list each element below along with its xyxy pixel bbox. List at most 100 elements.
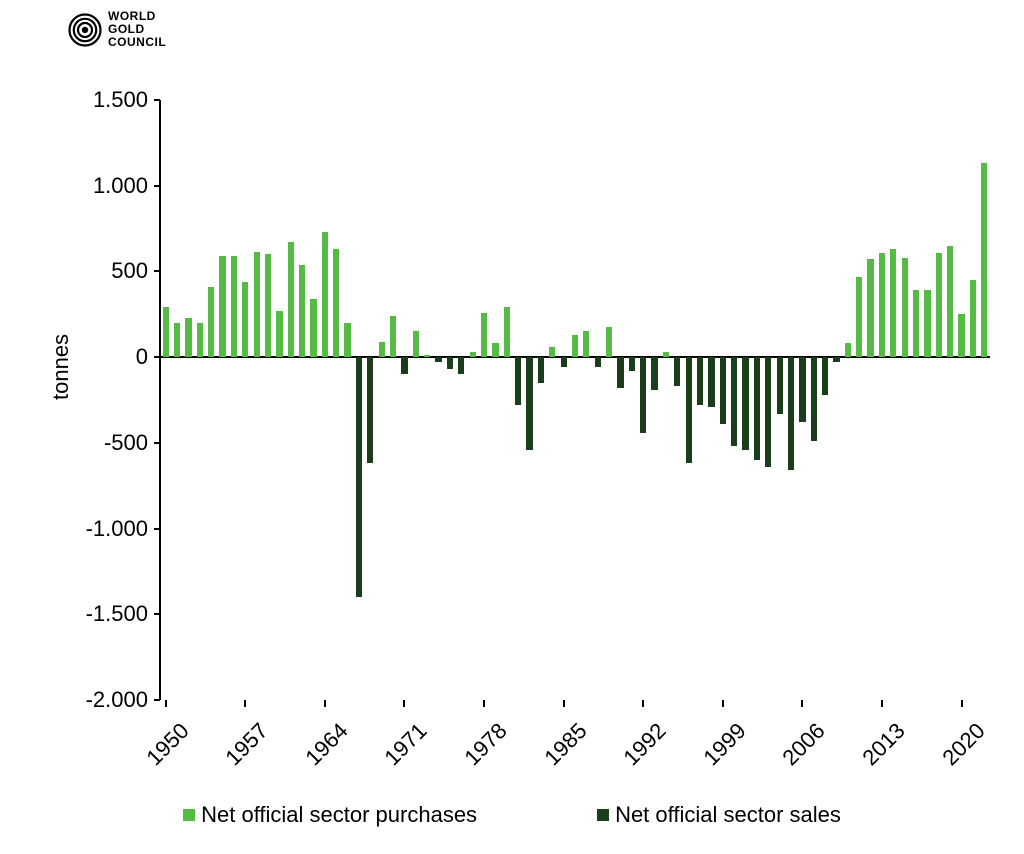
y-tick [154,99,160,101]
bar [356,357,362,597]
x-tick-label: 1978 [452,718,513,779]
bar [401,357,407,374]
y-tick-label: 1.000 [78,173,148,199]
bar [651,357,657,390]
bar [197,323,203,357]
x-tick [403,700,405,707]
bar [833,357,839,362]
x-tick-label: 1999 [690,718,751,779]
legend-label-sales: Net official sector sales [615,802,841,828]
y-tick [154,699,160,701]
bar [708,357,714,407]
bar [595,357,601,367]
bar [640,357,646,432]
bar [617,357,623,388]
bar [492,343,498,357]
x-tick [165,700,167,707]
bar [742,357,748,450]
wgc-logo-text: WORLD GOLD COUNCIL [108,10,166,49]
bar [811,357,817,441]
bar [424,355,430,358]
bar [754,357,760,460]
bar [697,357,703,405]
bar [185,318,191,357]
bar [265,254,271,357]
bar [242,282,248,357]
bar [777,357,783,414]
bar [254,252,260,357]
legend-item-sales: Net official sector sales [597,802,841,828]
x-tick [244,700,246,707]
bar [470,352,476,357]
x-tick-label: 1964 [292,718,353,779]
logo-line3: COUNCIL [108,36,166,49]
x-tick [324,700,326,707]
bar [435,357,441,362]
bar [583,331,589,357]
x-tick-label: 1992 [611,718,672,779]
bar [299,265,305,358]
bar [481,313,487,357]
y-axis-label: tonnes [48,334,74,400]
bar [447,357,453,369]
bar [924,290,930,357]
bar [526,357,532,450]
legend-swatch-purchases [183,809,195,821]
y-tick [154,185,160,187]
bar [799,357,805,422]
bar [367,357,373,463]
bar [333,249,339,357]
bar [913,290,919,357]
bar [856,277,862,358]
bar [845,343,851,357]
bar [549,347,555,357]
chart-container: WORLD GOLD COUNCIL tonnes -2.000-1.500-1… [0,0,1024,854]
bar [174,323,180,357]
bar [288,242,294,357]
bar [947,246,953,357]
bar [822,357,828,395]
bar [504,307,510,357]
bar [686,357,692,463]
bar [936,253,942,358]
bar [276,311,282,357]
y-tick-label: 0 [78,344,148,370]
legend-swatch-sales [597,809,609,821]
x-tick [722,700,724,707]
legend-item-purchases: Net official sector purchases [183,802,477,828]
bar [731,357,737,446]
x-tick-label: 1950 [133,718,194,779]
y-tick [154,356,160,358]
x-tick [961,700,963,707]
y-tick [154,613,160,615]
bar [958,314,964,357]
bar [867,259,873,357]
x-tick [801,700,803,707]
y-tick-label: -1.000 [78,516,148,542]
x-tick [483,700,485,707]
y-tick-label: -2.000 [78,687,148,713]
x-tick-label: 2006 [770,718,831,779]
y-tick-label: -1.500 [78,601,148,627]
bar [890,249,896,357]
bar-chart: -2.000-1.500-1.000-50005001.0001.5001950… [160,100,990,700]
x-tick-label: 1957 [213,718,274,779]
x-tick-label: 2020 [929,718,990,779]
x-tick-label: 1971 [372,718,433,779]
legend: Net official sector purchases Net offici… [0,802,1024,828]
bar [344,323,350,357]
bar [902,258,908,357]
x-tick [642,700,644,707]
bar [629,357,635,371]
bar [515,357,521,405]
y-tick-label: 1.500 [78,87,148,113]
wgc-logo: WORLD GOLD COUNCIL [68,10,166,49]
bar [390,316,396,357]
bar [663,352,669,357]
bar [322,232,328,357]
bar [606,327,612,357]
bar [538,357,544,383]
bar [163,307,169,357]
legend-label-purchases: Net official sector purchases [201,802,477,828]
wgc-logo-icon [68,13,102,47]
